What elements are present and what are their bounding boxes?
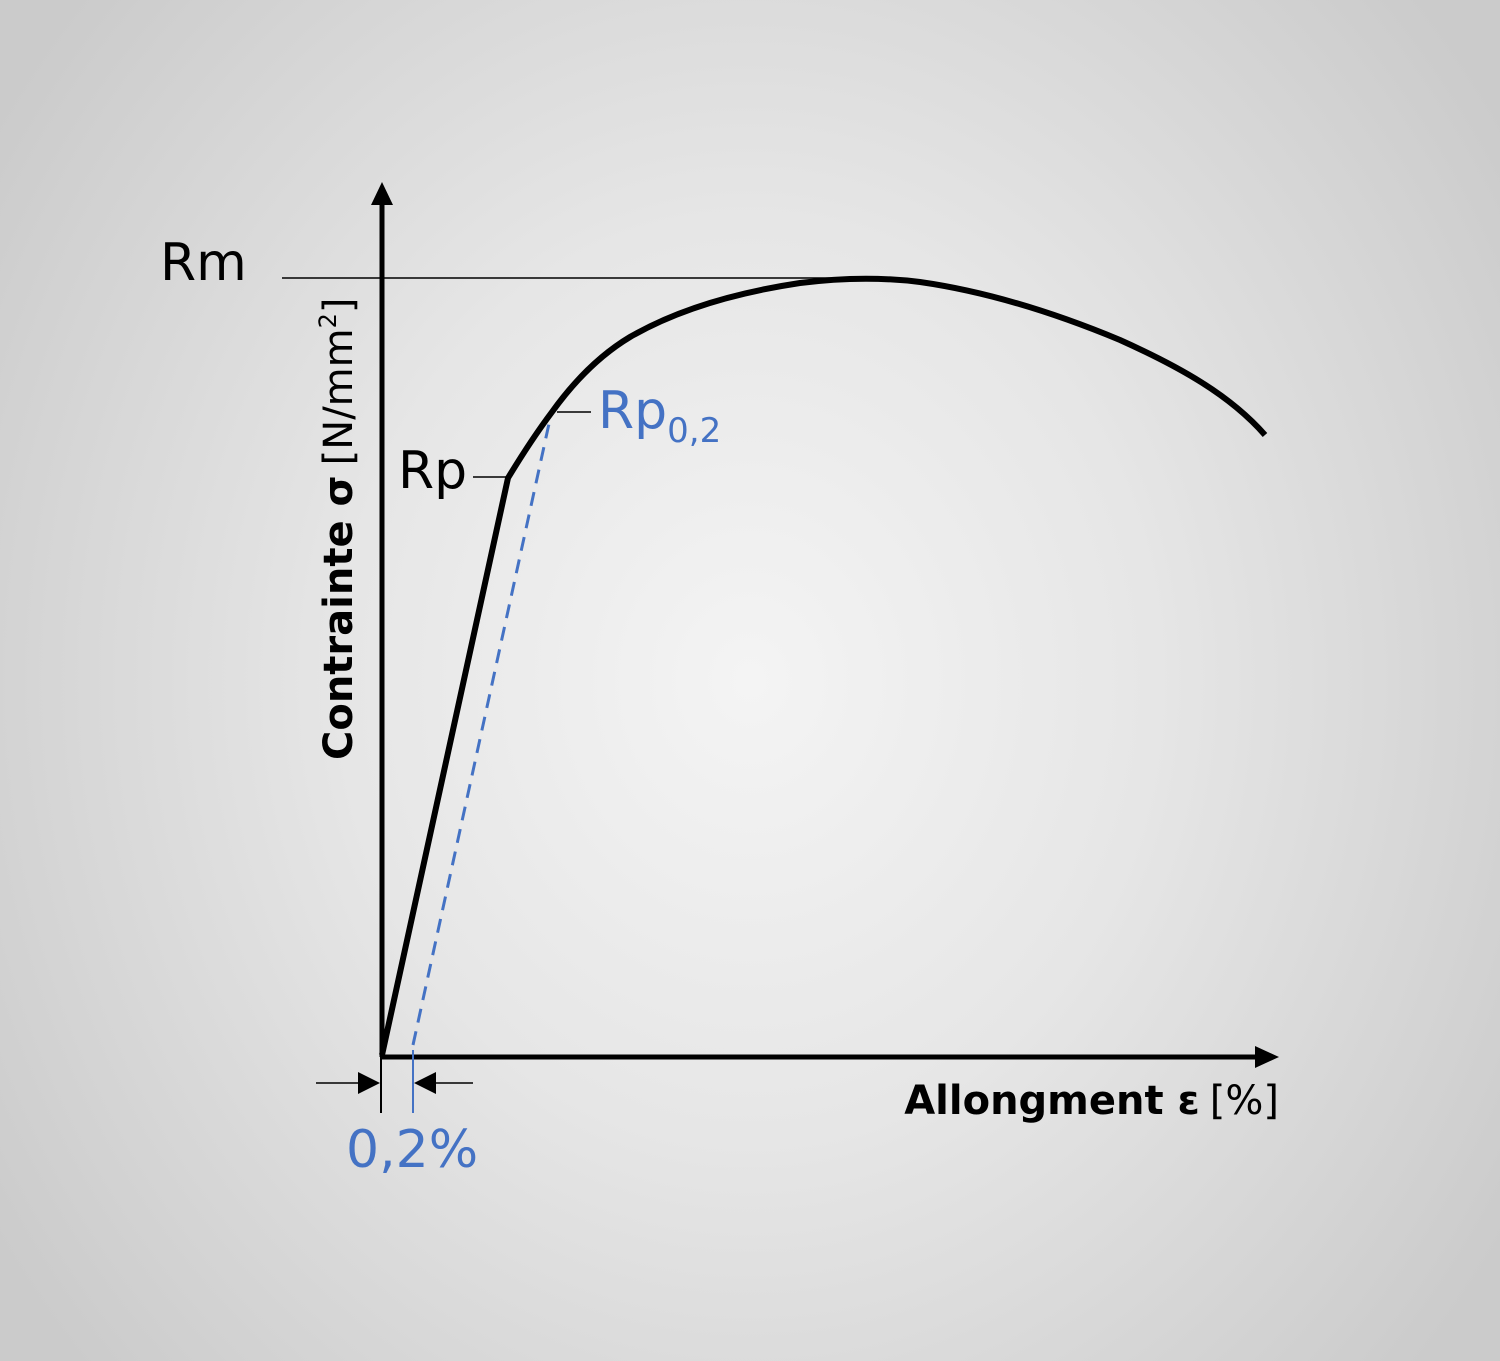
rp02-label: Rp0,2 — [598, 381, 721, 451]
stress-strain-curve — [379, 275, 1268, 1056]
x-axis-title-bold: Allongment ε — [904, 1078, 1200, 1124]
y-axis-unit: [N/mm — [316, 328, 362, 465]
x-axis-arrowhead — [1255, 1046, 1279, 1068]
x-axis-title: Allongment ε [%] — [904, 1078, 1279, 1124]
rp02-label-sub: 0,2 — [667, 411, 721, 451]
y-axis-unit-sup: 2 — [314, 313, 342, 328]
rm-label: Rm — [160, 233, 247, 293]
y-axis-title: Contrainte σ [N/mm2] — [314, 298, 362, 761]
y-axis-title-bold: Contrainte σ — [316, 475, 362, 760]
rp-label: Rp — [398, 441, 467, 501]
y-axis-arrowhead — [371, 182, 393, 205]
dim-right-arrowhead — [414, 1072, 436, 1094]
offset-line — [411, 409, 554, 1046]
y-axis-unit-close: ] — [316, 298, 362, 314]
dim-left-arrowhead — [358, 1072, 380, 1094]
x-axis-unit: [%] — [1210, 1078, 1279, 1124]
offset-label: 0,2% — [346, 1120, 478, 1180]
rp02-label-main: Rp — [598, 381, 667, 441]
